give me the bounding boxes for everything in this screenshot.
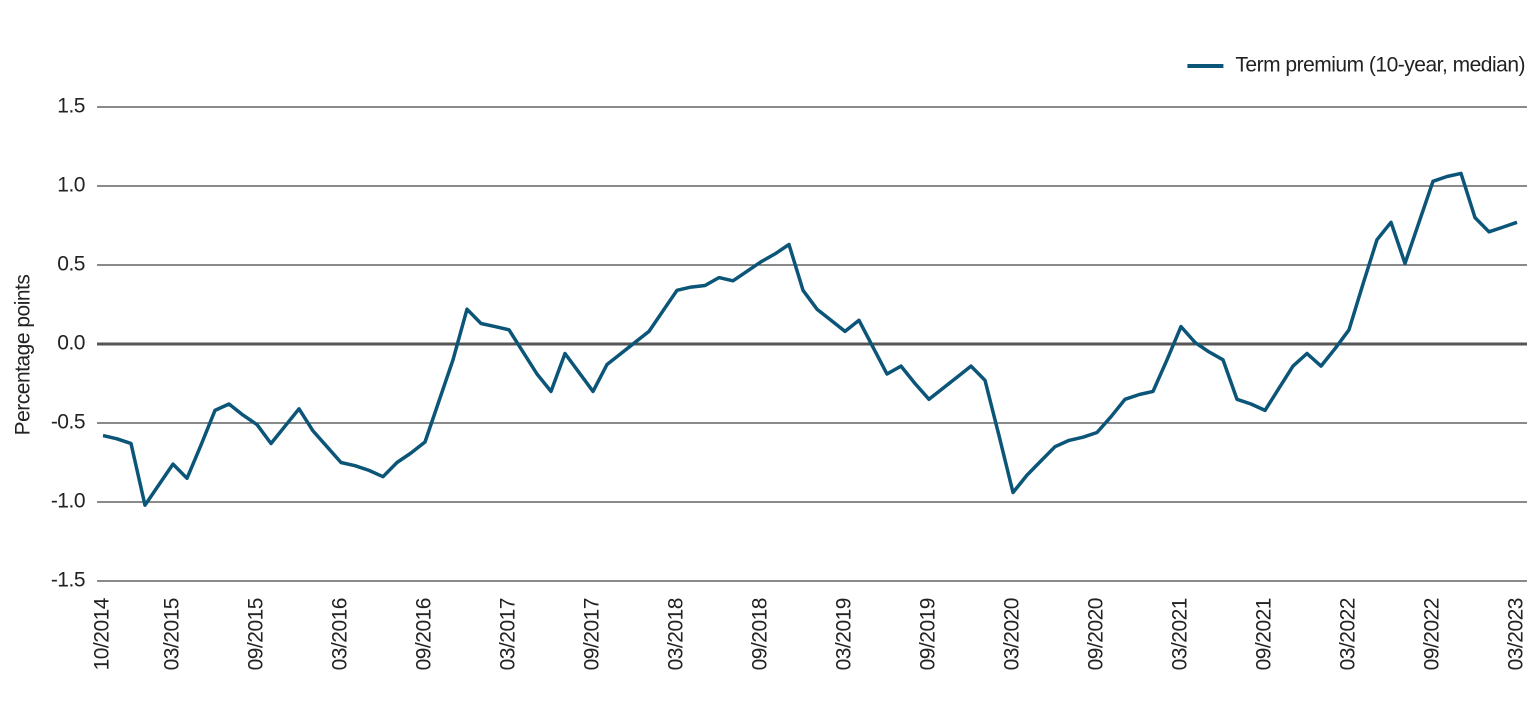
x-tick-label: 09/2016 bbox=[413, 598, 436, 670]
x-tick-label: 09/2021 bbox=[1253, 598, 1276, 670]
x-tick-label: 03/2019 bbox=[833, 598, 856, 670]
y-tick-label: 0.5 bbox=[57, 253, 85, 276]
x-tick-label: 03/2023 bbox=[1505, 598, 1528, 670]
x-tick-label: 03/2015 bbox=[161, 598, 184, 670]
x-tick-label: 03/2018 bbox=[665, 598, 688, 670]
y-tick-label: -1.0 bbox=[51, 490, 85, 513]
x-tick-label: 09/2017 bbox=[581, 598, 604, 670]
x-tick-label: 09/2020 bbox=[1085, 598, 1108, 670]
x-tick-label: 10/2014 bbox=[91, 597, 114, 670]
x-tick-label: 03/2016 bbox=[329, 598, 352, 670]
x-tick-label: 09/2022 bbox=[1421, 598, 1444, 670]
x-tick-label: 09/2019 bbox=[917, 598, 940, 670]
x-tick-label: 09/2018 bbox=[749, 598, 772, 670]
x-tick-label: 03/2020 bbox=[1001, 598, 1024, 670]
y-tick-label: 1.0 bbox=[57, 174, 85, 197]
y-axis-title: Percentage points bbox=[12, 275, 35, 436]
y-tick-label: -0.5 bbox=[51, 411, 85, 434]
line bbox=[102, 171, 1518, 507]
x-tick-label: 03/2022 bbox=[1337, 598, 1360, 670]
y-tick-label: 1.5 bbox=[57, 95, 85, 118]
y-tick-label: -1.5 bbox=[51, 569, 85, 592]
legend-label: Term premium (10-year, median) bbox=[1235, 54, 1525, 77]
x-tick-label: 03/2017 bbox=[497, 598, 520, 670]
x-tick-label: 09/2015 bbox=[245, 598, 268, 670]
x-tick-label: 03/2021 bbox=[1169, 598, 1192, 670]
y-tick-label: 0.0 bbox=[57, 332, 85, 355]
